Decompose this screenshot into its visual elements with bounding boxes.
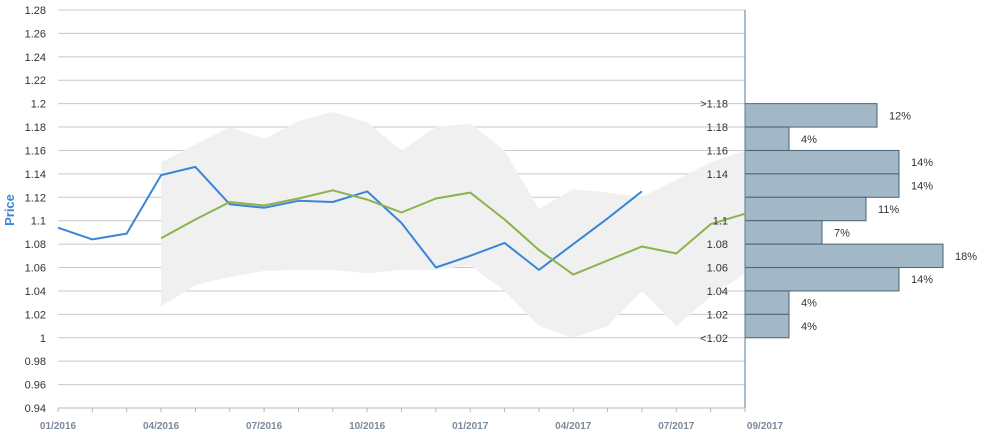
distribution-histogram: 12% 4% 14% 14% 11% 7% 18% 14% 4% 4% xyxy=(744,103,977,339)
x-tick-label: 04/2016 xyxy=(143,421,180,432)
forecast-range-band xyxy=(161,111,746,338)
y-tick-label: 1.04 xyxy=(25,286,46,298)
histogram-bar xyxy=(744,173,900,198)
y-tick-label: 1.08 xyxy=(25,239,46,251)
y-tick-label: 0.98 xyxy=(25,356,46,368)
histogram-percent-label: 14% xyxy=(911,181,933,193)
price-lines xyxy=(57,165,746,276)
histogram-tick-label: 1.1 xyxy=(713,216,728,228)
forecast-range-area xyxy=(161,111,746,338)
histogram-percent-label: 4% xyxy=(801,134,817,146)
histogram-tick-label: 1.06 xyxy=(707,263,728,275)
axes xyxy=(57,10,746,412)
histogram-tick-label: 1.04 xyxy=(707,286,728,298)
x-tick-label: 01/2017 xyxy=(452,421,489,432)
actual-price-line xyxy=(57,165,643,271)
y-tick-label: 1.14 xyxy=(25,169,46,181)
y-tick-labels: 1.28 1.26 1.24 1.22 1.2 1.18 1.16 1.14 1.12 1.1 1.… xyxy=(25,5,46,415)
y-tick-label: 1.24 xyxy=(25,52,46,64)
histogram-tick-label: 1.14 xyxy=(707,169,728,181)
histogram-bar xyxy=(744,149,900,175)
y-tick-label: 0.94 xyxy=(25,403,46,415)
y-tick-label: 1.28 xyxy=(25,5,46,17)
histogram-bar xyxy=(744,290,790,315)
y-tick-label: 1.12 xyxy=(25,192,46,204)
histogram-percent-label: 14% xyxy=(911,157,933,169)
y-tick-label: 1.22 xyxy=(25,75,46,87)
histogram-tick-label: 1.02 xyxy=(707,309,728,321)
x-tick-label: 07/2016 xyxy=(246,421,283,432)
x-tick-label: 10/2016 xyxy=(349,421,386,432)
x-tick-label: 01/2016 xyxy=(40,421,77,432)
y-tick-label: 1.16 xyxy=(25,145,46,157)
x-tick-label: 09/2017 xyxy=(747,421,784,432)
y-tick-label: 1 xyxy=(40,333,46,345)
histogram-percent-label: 18% xyxy=(955,251,977,263)
histogram-bar xyxy=(744,126,790,151)
histogram-tick-label: >1.18 xyxy=(700,99,728,111)
y-tick-label: 1.02 xyxy=(25,309,46,321)
histogram-percent-label: 14% xyxy=(911,274,933,286)
histogram-tick-label: 1.18 xyxy=(707,122,728,134)
histogram-tick-label: 1.16 xyxy=(707,145,728,157)
y-tick-label: 1.2 xyxy=(31,99,46,111)
histogram-tick-label: 1.08 xyxy=(707,239,728,251)
histogram-bar xyxy=(744,220,823,245)
histogram-bar xyxy=(744,313,790,339)
histogram-bar xyxy=(744,267,900,292)
x-tick-labels: 01/2016 04/2016 07/2016 10/2016 01/2017 04/20… xyxy=(40,421,784,432)
histogram-percent-label: 4% xyxy=(801,321,817,333)
histogram-percent-label: 12% xyxy=(889,110,911,122)
histogram-percent-label: 11% xyxy=(878,204,899,216)
x-tick-label: 07/2017 xyxy=(658,421,695,432)
histogram-percent-label: 7% xyxy=(834,227,850,239)
histogram-tick-label: <1.02 xyxy=(700,333,728,345)
y-tick-label: 1.1 xyxy=(31,216,46,228)
y-tick-label: 1.26 xyxy=(25,28,46,40)
forecast-price-line xyxy=(160,189,746,276)
y-tick-label: 1.18 xyxy=(25,122,46,134)
histogram-bar xyxy=(744,103,878,128)
x-tick-label: 04/2017 xyxy=(555,421,592,432)
y-tick-label: 0.96 xyxy=(25,380,46,392)
histogram-bar xyxy=(744,243,944,269)
histogram-bar xyxy=(744,196,867,222)
histogram-percent-label: 4% xyxy=(801,298,817,310)
histogram-tick-labels: >1.18 1.18 1.16 1.14 1.1 1.08 1.06 1.04 1.02 <1.0… xyxy=(700,99,728,345)
y-axis-title: Price xyxy=(2,194,17,226)
y-tick-label: 1.06 xyxy=(25,263,46,275)
